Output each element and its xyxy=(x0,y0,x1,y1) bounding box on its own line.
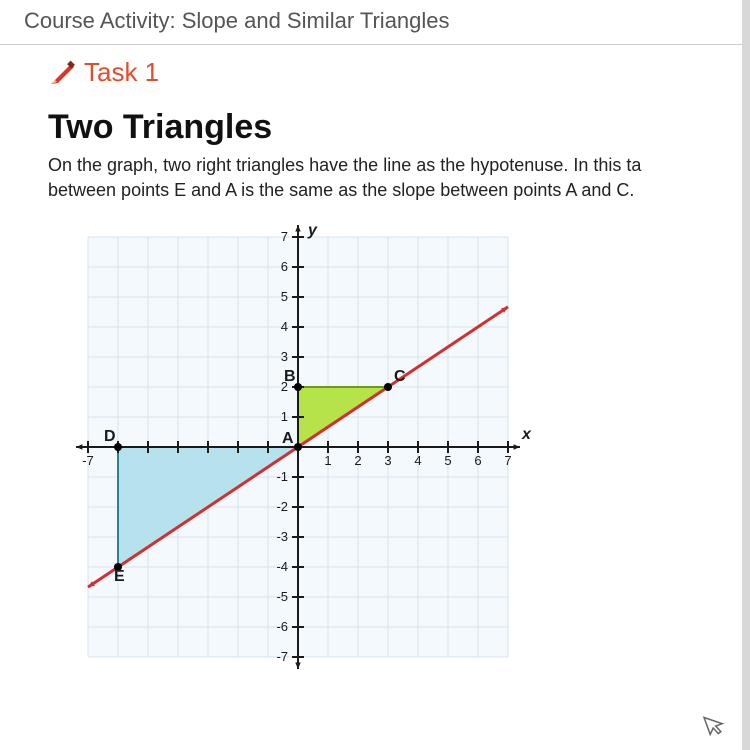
svg-text:-7: -7 xyxy=(82,453,94,468)
svg-text:-4: -4 xyxy=(276,559,288,574)
svg-text:-7: -7 xyxy=(276,649,288,664)
svg-text:x: x xyxy=(521,426,532,443)
section-title: Two Triangles xyxy=(0,94,742,151)
svg-text:7: 7 xyxy=(281,229,288,244)
svg-text:6: 6 xyxy=(474,453,481,468)
svg-text:2: 2 xyxy=(354,453,361,468)
svg-text:5: 5 xyxy=(444,453,451,468)
svg-text:1: 1 xyxy=(281,409,288,424)
svg-text:E: E xyxy=(114,568,125,585)
svg-text:1: 1 xyxy=(324,453,331,468)
activity-header: Course Activity: Slope and Similar Trian… xyxy=(0,0,742,45)
svg-text:-3: -3 xyxy=(276,529,288,544)
svg-text:C: C xyxy=(394,368,406,385)
coordinate-graph: -71234567-7-6-5-4-3-2-11234567xyABCDE xyxy=(48,217,548,697)
svg-text:6: 6 xyxy=(281,259,288,274)
paragraph-line-2: between points E and A is the same as th… xyxy=(48,180,634,200)
pencil-icon xyxy=(48,59,76,87)
svg-text:y: y xyxy=(307,222,318,239)
section-paragraph: On the graph, two right triangles have t… xyxy=(0,151,742,217)
paragraph-line-1: On the graph, two right triangles have t… xyxy=(48,155,641,175)
svg-text:5: 5 xyxy=(281,289,288,304)
activity-title: Course Activity: Slope and Similar Trian… xyxy=(24,8,450,33)
svg-text:B: B xyxy=(284,368,296,385)
cursor-icon xyxy=(701,709,730,744)
svg-text:3: 3 xyxy=(281,349,288,364)
task-label: Task 1 xyxy=(84,57,159,88)
svg-text:-1: -1 xyxy=(276,469,288,484)
svg-text:A: A xyxy=(282,430,294,447)
svg-text:7: 7 xyxy=(504,453,511,468)
svg-text:4: 4 xyxy=(281,319,288,334)
svg-text:-6: -6 xyxy=(276,619,288,634)
svg-text:4: 4 xyxy=(414,453,421,468)
svg-text:-2: -2 xyxy=(276,499,288,514)
svg-text:-5: -5 xyxy=(276,589,288,604)
svg-text:3: 3 xyxy=(384,453,391,468)
task-row: Task 1 xyxy=(0,45,742,94)
svg-text:D: D xyxy=(104,428,116,445)
